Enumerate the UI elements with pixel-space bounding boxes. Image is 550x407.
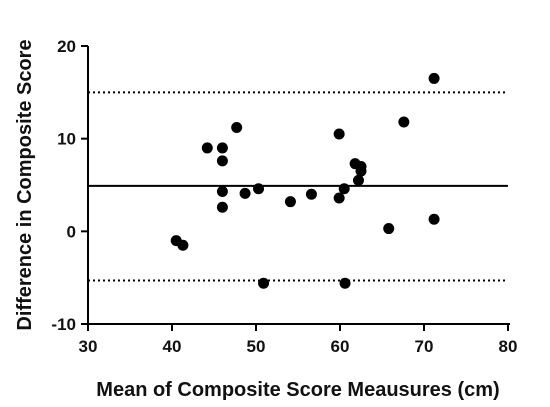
data-point <box>333 192 345 204</box>
data-point <box>216 155 228 167</box>
data-point <box>398 116 410 128</box>
data-point <box>284 196 296 208</box>
y-ticks: -10 0 10 20 <box>51 37 88 334</box>
data-point <box>239 187 251 199</box>
x-tick-label: 40 <box>163 337 182 356</box>
data-point <box>177 239 189 251</box>
x-tick-label: 70 <box>415 337 434 356</box>
axes <box>87 46 510 325</box>
data-point <box>258 277 270 289</box>
y-tick-label: 20 <box>57 37 76 56</box>
y-tick-label: -10 <box>51 315 76 334</box>
data-points <box>170 72 440 289</box>
data-point <box>338 183 350 195</box>
x-tick-label: 80 <box>499 337 518 356</box>
data-point <box>305 188 317 200</box>
data-point <box>231 122 243 134</box>
data-point <box>383 223 395 235</box>
x-axis-title: Mean of Composite Score Meausures (cm) <box>96 379 499 401</box>
data-point <box>253 183 265 195</box>
data-point <box>216 142 228 154</box>
x-ticks: 30 40 50 60 70 80 <box>79 324 518 356</box>
data-point <box>355 165 367 177</box>
data-point <box>428 213 440 225</box>
x-tick-label: 50 <box>247 337 266 356</box>
x-tick-label: 30 <box>79 337 98 356</box>
y-axis-title: Difference in Composite Score <box>14 39 36 330</box>
data-point <box>352 174 364 186</box>
data-point <box>339 277 351 289</box>
x-tick-label: 60 <box>331 337 350 356</box>
data-point <box>428 72 440 84</box>
reference-lines <box>88 91 508 282</box>
data-point <box>333 128 345 140</box>
y-tick-label: 10 <box>57 130 76 149</box>
data-point <box>216 201 228 213</box>
data-point <box>201 142 213 154</box>
data-point <box>216 185 228 197</box>
y-tick-label: 0 <box>67 222 76 241</box>
